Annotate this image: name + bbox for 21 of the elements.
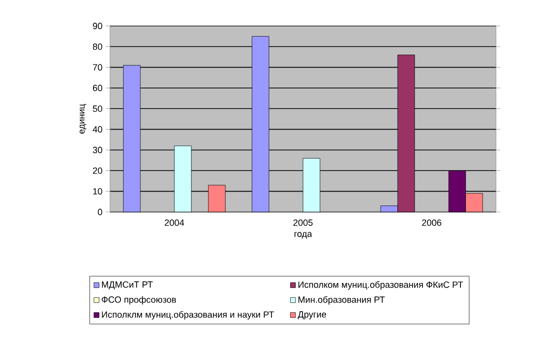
y-tick-label: 40 [92, 126, 102, 133]
x-tick-label: 2006 [422, 219, 442, 226]
legend-label: ФСО профсоюзов [102, 296, 176, 305]
y-tick-label: 80 [92, 43, 102, 50]
x-tick-label: 2005 [293, 219, 313, 226]
legend-label: Мин.образования РТ [298, 296, 385, 305]
y-tick-label: 20 [92, 167, 102, 174]
x-axis-title: года [294, 232, 312, 239]
legend-label: Исполком муниц.образования ФКиС РТ [298, 281, 463, 290]
y-tick-label: 50 [92, 105, 102, 112]
y-tick-label: 70 [92, 64, 102, 71]
legend-label: Исполклм муниц.образования и науки РТ [102, 311, 274, 320]
y-tick-label: 10 [93, 188, 102, 195]
y-tick-label: 60 [92, 84, 102, 92]
legend-label: МДМСиТ РТ [102, 281, 153, 290]
y-tick-label: 90 [92, 22, 102, 30]
y-axis-title: единиц [80, 104, 86, 134]
x-tick-label: 2004 [164, 219, 184, 226]
y-tick-label: 0 [98, 208, 102, 216]
legend-label: Другие [298, 311, 326, 320]
y-tick-label: 30 [92, 146, 102, 154]
